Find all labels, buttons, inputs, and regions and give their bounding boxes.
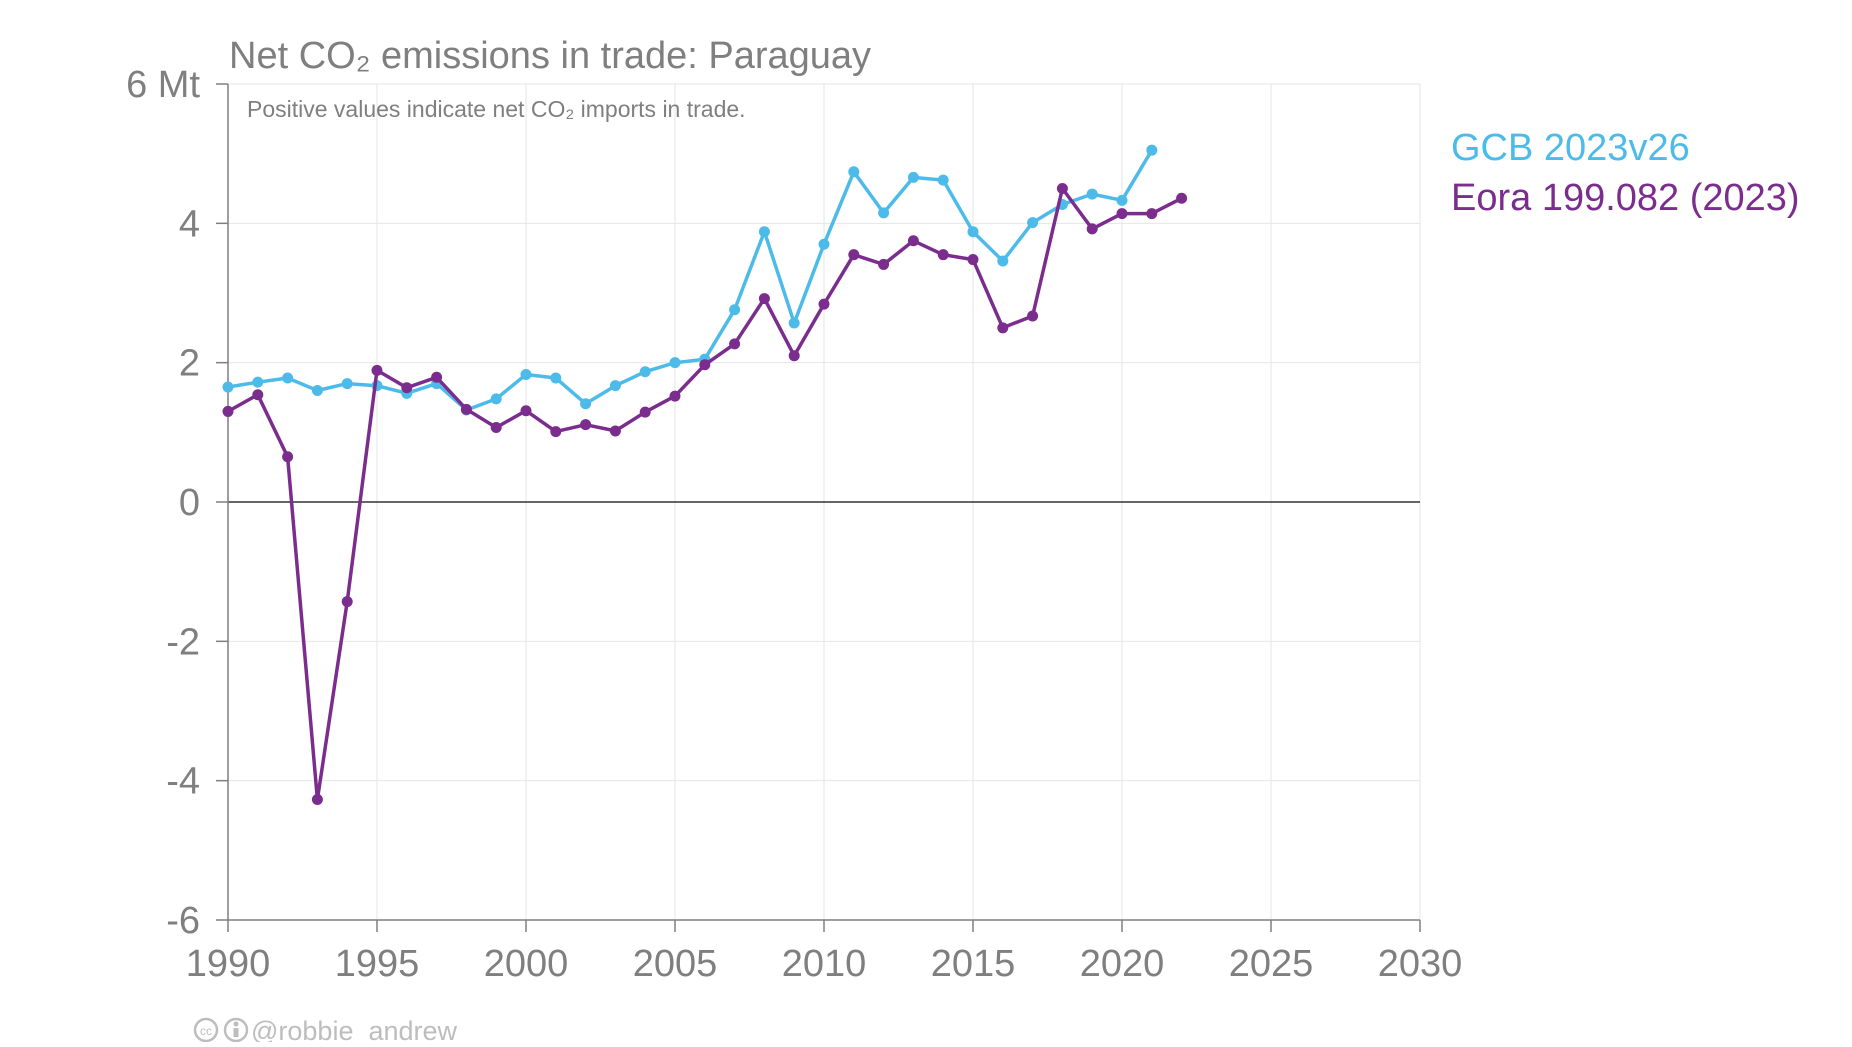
data-point	[341, 596, 353, 608]
data-point	[1116, 208, 1128, 220]
data-point	[1027, 217, 1039, 229]
credit: cc @robbie_andrew	[193, 1016, 458, 1046]
data-point	[580, 398, 592, 410]
x-tick-label: 1995	[335, 943, 420, 985]
y-tick-label: -2	[166, 621, 200, 663]
x-tick-label: 1990	[186, 943, 271, 985]
data-point	[520, 405, 532, 417]
series-lines	[222, 144, 1188, 805]
data-point	[729, 338, 741, 350]
x-tick-label: 2015	[931, 943, 1016, 985]
data-point	[252, 389, 264, 401]
data-point	[639, 366, 651, 378]
data-point	[997, 255, 1009, 267]
data-point	[311, 385, 323, 397]
data-point	[818, 298, 830, 310]
data-point	[758, 293, 770, 305]
data-point	[1086, 223, 1098, 235]
data-point	[311, 793, 323, 805]
y-tick-label: 6 Mt	[126, 64, 200, 106]
svg-text:cc: cc	[200, 1024, 212, 1038]
data-point	[520, 369, 532, 381]
data-point	[1116, 194, 1128, 206]
data-point	[818, 238, 830, 250]
data-point	[729, 304, 741, 316]
data-point	[282, 372, 294, 384]
data-point	[1027, 310, 1039, 322]
data-point	[490, 393, 502, 405]
data-point	[967, 254, 979, 266]
data-point	[967, 226, 979, 238]
data-point	[580, 419, 592, 431]
data-point	[788, 350, 800, 362]
data-point	[222, 381, 234, 393]
data-point	[758, 226, 770, 238]
x-tick-label: 2025	[1229, 943, 1314, 985]
data-point	[490, 421, 502, 433]
y-tick-label: -4	[166, 761, 200, 803]
data-point	[550, 426, 562, 438]
data-point	[937, 174, 949, 186]
x-tick-label: 2010	[782, 943, 867, 985]
data-point	[371, 364, 383, 376]
data-point	[550, 372, 562, 384]
series-1	[222, 144, 1158, 416]
data-point	[252, 376, 264, 388]
data-point	[222, 405, 234, 417]
x-tick-label: 2020	[1080, 943, 1165, 985]
legend: GCB 2023v26 Eora 199.082 (2023)	[1451, 127, 1800, 219]
chart-subtitle: Positive values indicate net CO₂ imports…	[247, 96, 746, 122]
y-tick-label: 4	[179, 203, 200, 245]
data-point	[669, 357, 681, 369]
data-point	[1146, 208, 1158, 220]
data-point	[669, 390, 681, 402]
credit-text: @robbie_andrew	[251, 1016, 458, 1042]
series-2	[222, 183, 1188, 805]
data-point	[431, 371, 443, 383]
chart-title: Net CO₂ emissions in trade: Paraguay	[229, 35, 871, 77]
y-tick-label: -6	[166, 900, 200, 942]
data-point	[341, 378, 353, 390]
data-point	[401, 382, 413, 394]
data-point	[609, 425, 621, 437]
data-point	[1056, 183, 1068, 194]
series-line	[227, 186, 1183, 802]
data-point	[788, 317, 800, 329]
x-tick-label: 2000	[484, 943, 569, 985]
axes: -6 -4 -2 0 2 4 6 Mt 1990 1995 2000 2005 2010 2015 202…	[126, 64, 1462, 985]
series-line	[227, 149, 1154, 412]
data-point	[907, 171, 919, 183]
data-point	[639, 406, 651, 418]
legend-entry: Eora 199.082 (2023)	[1451, 177, 1800, 219]
y-tick-label: 0	[179, 482, 200, 524]
x-tick-label: 2005	[633, 943, 718, 985]
data-point	[609, 380, 621, 392]
legend-entry: GCB 2023v26	[1451, 127, 1690, 169]
data-point	[282, 451, 294, 463]
data-point	[460, 403, 472, 415]
x-tick-label: 2030	[1378, 943, 1463, 985]
data-point	[997, 322, 1009, 334]
data-point	[1146, 144, 1158, 156]
data-point	[1176, 192, 1188, 204]
y-tick-label: 2	[179, 343, 200, 385]
data-point	[699, 359, 711, 371]
data-point	[848, 166, 860, 178]
data-point	[878, 207, 890, 219]
cc-by-icon: cc	[193, 1017, 249, 1043]
data-point	[937, 249, 949, 261]
data-point	[1086, 188, 1098, 200]
titles: Net CO₂ emissions in trade: Paraguay Pos…	[229, 35, 871, 122]
data-point	[907, 235, 919, 247]
data-point	[848, 249, 860, 261]
data-point	[878, 258, 890, 270]
